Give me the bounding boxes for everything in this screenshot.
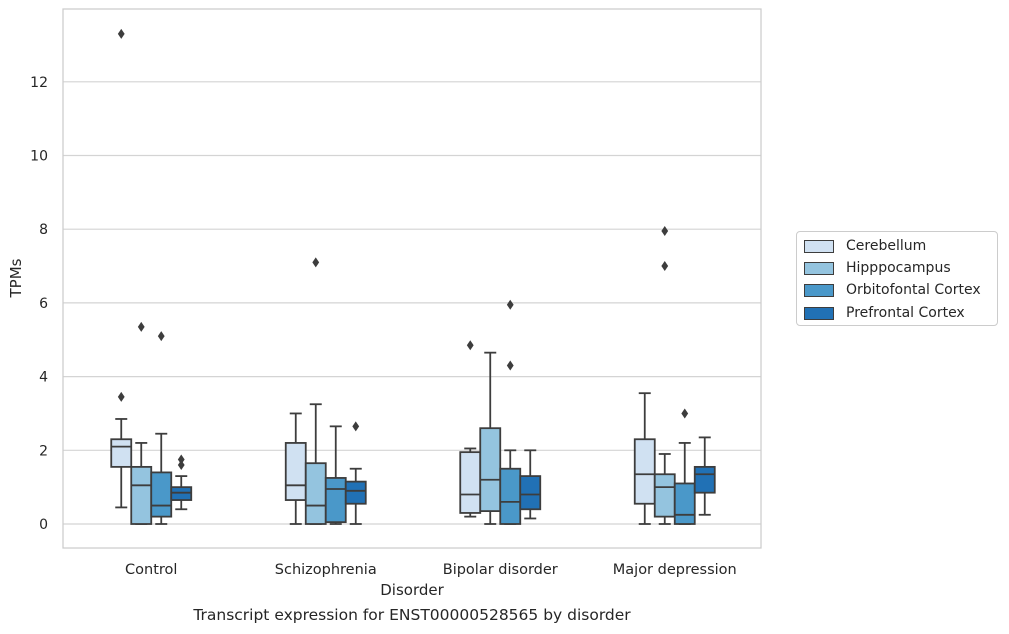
box-1-3 — [653, 226, 676, 525]
outlier-point — [466, 340, 474, 351]
box-2-1 — [324, 425, 347, 525]
outlier-point — [177, 454, 185, 465]
box-0-0 — [110, 28, 133, 509]
legend-label: Cerebellum — [846, 238, 927, 254]
legend-item-hippocampus: Hipppocampus — [804, 258, 951, 278]
outlier-point — [661, 261, 669, 272]
legend-swatch — [804, 261, 834, 275]
box-2-3 — [673, 408, 696, 525]
y-tick-label: 6 — [39, 296, 48, 312]
y-tick-labels: 0 2 4 6 8 10 12 — [30, 75, 48, 533]
figure-caption: Transcript expression for ENST0000052856… — [193, 606, 631, 624]
plot-area — [63, 9, 761, 548]
box-2-2 — [499, 299, 522, 525]
y-tick-label: 8 — [39, 222, 48, 238]
outlier-point — [661, 226, 669, 237]
legend: Cerebellum Hipppocampus Orbitofontal Cor… — [796, 231, 998, 326]
box-body — [499, 467, 522, 525]
legend-swatch — [804, 239, 834, 253]
y-tick-label: 12 — [30, 75, 48, 91]
box-3-2 — [519, 449, 542, 520]
box-body — [519, 475, 542, 511]
outlier-point — [177, 460, 185, 471]
legend-item-orbitofrontal: Orbitofontal Cortex — [804, 280, 981, 300]
outlier-point — [157, 331, 165, 342]
x-tick-labels: Control Schizophrenia Bipolar disorder Majo… — [125, 562, 737, 578]
box-body — [284, 442, 307, 501]
box-body — [459, 451, 482, 514]
gridlines — [63, 81, 761, 525]
box-body — [693, 465, 716, 494]
outlier-point — [352, 421, 360, 432]
box-1-0 — [130, 321, 153, 525]
outlier-point — [117, 391, 125, 402]
outlier-point — [312, 257, 320, 268]
legend-item-cerebellum: Cerebellum — [804, 236, 926, 256]
box-3-0 — [170, 454, 193, 511]
box-1-1 — [304, 257, 327, 525]
box-body — [130, 465, 153, 525]
box-body — [304, 462, 327, 525]
box-0-2 — [459, 340, 482, 518]
box-body — [673, 482, 696, 525]
box-0-1 — [284, 412, 307, 525]
box-body — [150, 471, 173, 518]
x-tick-label: Control — [125, 562, 177, 578]
legend-label: Prefrontal Cortex — [846, 305, 965, 321]
y-tick-label: 4 — [39, 370, 48, 386]
x-tick-label: Major depression — [613, 562, 737, 578]
legend-swatch — [804, 283, 834, 297]
box-body — [633, 438, 656, 505]
x-axis-label: Disorder — [380, 581, 444, 599]
box-body — [324, 477, 347, 524]
x-tick-label: Bipolar disorder — [443, 562, 558, 578]
box-body — [170, 486, 193, 501]
y-tick-label: 0 — [39, 517, 48, 533]
boxes — [110, 28, 716, 525]
outlier-point — [137, 321, 145, 332]
box-3-1 — [344, 421, 367, 525]
outlier-point — [506, 299, 514, 310]
box-3-3 — [693, 436, 716, 516]
box-0-3 — [633, 392, 656, 525]
box-body — [653, 473, 676, 518]
legend-swatch — [804, 306, 834, 320]
box-body — [110, 438, 133, 468]
x-tick-label: Schizophrenia — [275, 562, 377, 578]
legend-item-prefrontal: Prefrontal Cortex — [804, 303, 965, 323]
y-tick-label: 2 — [39, 443, 48, 459]
y-tick-label: 10 — [30, 149, 48, 165]
outlier-point — [681, 408, 689, 419]
outlier-point — [506, 360, 514, 371]
box-body — [344, 480, 367, 505]
y-axis-label: TPMs — [7, 258, 25, 298]
box-body — [479, 427, 502, 513]
legend-label: Hipppocampus — [846, 260, 951, 276]
plot-frame — [62, 8, 762, 549]
outlier-point — [117, 28, 125, 39]
legend-label: Orbitofontal Cortex — [846, 282, 981, 298]
